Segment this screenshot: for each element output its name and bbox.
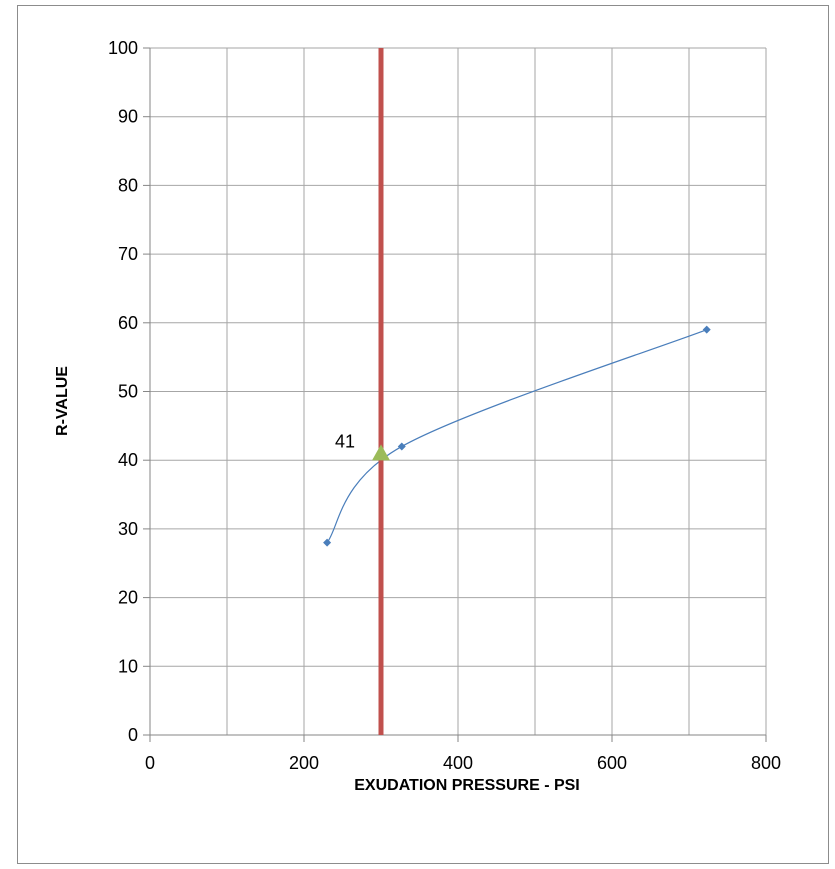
y-tick-label: 60 <box>118 313 138 333</box>
y-tick-label: 70 <box>118 244 138 264</box>
axis-layer: 0 10 20 30 40 50 60 70 80 90 100 0 200 400 600 800 <box>108 38 781 773</box>
y-tick-label: 20 <box>118 588 138 608</box>
x-tick-label: 400 <box>443 753 473 773</box>
chart-frame: 0 10 20 30 40 50 60 70 80 90 100 0 200 400 600 800 41 E… <box>17 5 829 864</box>
data-point-triangle <box>372 444 390 461</box>
y-tick-label: 90 <box>118 107 138 127</box>
grid-layer <box>150 47 767 735</box>
x-axis-title: EXUDATION PRESSURE - PSI <box>354 777 580 794</box>
data-point-diamond <box>323 538 332 547</box>
y-tick-label: 30 <box>118 519 138 539</box>
x-tick-label: 600 <box>597 753 627 773</box>
y-tick-label: 100 <box>108 38 138 58</box>
data-point-diamond <box>397 442 406 451</box>
label-layer: 41 <box>335 431 355 451</box>
x-tick-label: 200 <box>289 753 319 773</box>
y-tick-label: 0 <box>128 725 138 745</box>
y-tick-label: 80 <box>118 175 138 195</box>
y-axis-title: R-VALUE <box>54 366 71 436</box>
series-curve <box>326 329 707 544</box>
x-tick-label: 0 <box>145 753 155 773</box>
y-tick-label: 40 <box>118 450 138 470</box>
x-tick-label: 800 <box>751 753 781 773</box>
chart-svg: 0 10 20 30 40 50 60 70 80 90 100 0 200 400 600 800 41 E… <box>54 38 781 794</box>
data-point-diamond <box>702 325 711 334</box>
y-tick-label: 50 <box>118 382 138 402</box>
series-layer <box>323 48 711 735</box>
y-tick-label: 10 <box>118 656 138 676</box>
data-label: 41 <box>335 431 355 451</box>
